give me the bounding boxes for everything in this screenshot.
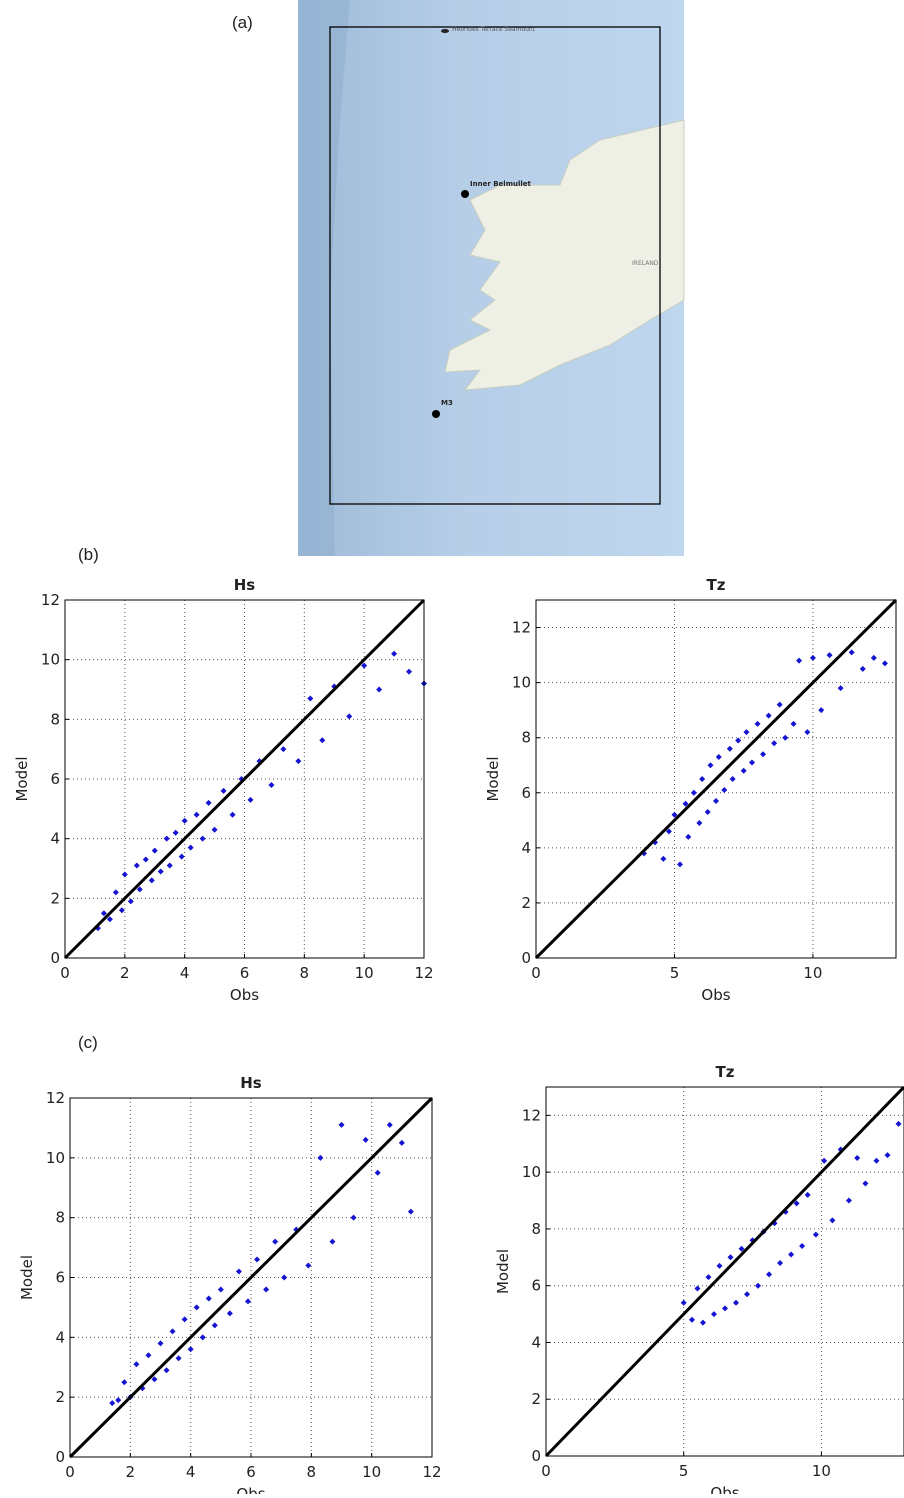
y-tick-label: 2 — [55, 1388, 65, 1406]
x-tick-label: 10 — [803, 964, 822, 982]
seamount — [441, 29, 449, 33]
map-label: Hebrides Terrace Seamount — [452, 26, 536, 33]
y-tick-label: 10 — [522, 1163, 541, 1181]
y-axis-label: Model — [13, 756, 31, 801]
chart-title: Tz — [716, 1063, 735, 1081]
station-label: Inner Belmullet — [470, 180, 532, 188]
y-tick-label: 4 — [55, 1328, 65, 1346]
station — [461, 190, 469, 198]
x-tick-label: 10 — [355, 964, 374, 982]
y-axis-label: Model — [494, 1249, 512, 1294]
y-axis-label: Model — [18, 1255, 36, 1300]
y-tick-label: 8 — [531, 1220, 541, 1238]
x-tick-label: 8 — [307, 1463, 317, 1481]
y-tick-label: 12 — [46, 1089, 65, 1107]
y-tick-label: 10 — [46, 1149, 65, 1167]
y-axis-label: Model — [484, 756, 502, 801]
x-tick-label: 4 — [186, 1463, 196, 1481]
x-tick-label: 5 — [679, 1462, 689, 1480]
y-tick-label: 0 — [55, 1448, 65, 1466]
map: Hebrides Terrace Seamount IRELAND Inner … — [298, 0, 684, 556]
chart: 0 2 4 6 8 10 12 0 2 4 6 8 10 12 Hs Obs Model — [13, 576, 434, 1004]
figure: (a) (b) (c) Hebrides Terrace Seamount IR… — [0, 0, 904, 1494]
y-tick-label: 4 — [50, 830, 60, 848]
x-tick-label: 8 — [300, 964, 310, 982]
chart: 0 5 10 0 2 4 6 8 10 12 Tz Obs Model — [484, 576, 896, 1004]
map-label: IRELAND — [632, 260, 659, 267]
x-axis-label: Obs — [230, 986, 259, 1004]
panel-label: (a) — [232, 13, 253, 32]
y-tick-label: 0 — [531, 1447, 541, 1465]
chart-title: Tz — [707, 576, 726, 594]
y-tick-label: 8 — [521, 729, 531, 747]
x-axis-label: Obs — [710, 1484, 739, 1494]
y-tick-label: 6 — [521, 784, 531, 802]
y-tick-label: 6 — [50, 770, 60, 788]
x-tick-label: 10 — [812, 1462, 831, 1480]
x-tick-label: 12 — [422, 1463, 441, 1481]
y-tick-label: 4 — [521, 839, 531, 857]
y-tick-label: 6 — [55, 1269, 65, 1287]
y-tick-label: 2 — [521, 894, 531, 912]
chart-title: Hs — [240, 1074, 262, 1092]
y-tick-label: 4 — [531, 1333, 541, 1351]
y-tick-label: 0 — [50, 949, 60, 967]
x-tick-label: 5 — [670, 964, 680, 982]
y-tick-label: 12 — [41, 591, 60, 609]
y-tick-label: 12 — [522, 1106, 541, 1124]
x-tick-label: 0 — [60, 964, 70, 982]
panel-label: (c) — [78, 1033, 98, 1052]
y-tick-label: 2 — [531, 1390, 541, 1408]
x-tick-label: 6 — [240, 964, 250, 982]
chart: 0 2 4 6 8 10 12 0 2 4 6 8 10 12 Hs Obs Model — [18, 1074, 442, 1494]
y-tick-label: 2 — [50, 889, 60, 907]
x-axis-label: Obs — [701, 986, 730, 1004]
station — [432, 410, 440, 418]
y-tick-label: 6 — [531, 1277, 541, 1295]
y-tick-label: 0 — [521, 949, 531, 967]
y-tick-label: 12 — [512, 619, 531, 637]
y-tick-label: 10 — [512, 674, 531, 692]
y-tick-label: 8 — [55, 1209, 65, 1227]
x-tick-label: 0 — [65, 1463, 75, 1481]
x-axis-label: Obs — [236, 1485, 265, 1494]
x-tick-label: 12 — [414, 964, 433, 982]
panel-label: (b) — [78, 545, 99, 564]
x-tick-label: 2 — [120, 964, 130, 982]
x-tick-label: 10 — [362, 1463, 381, 1481]
x-tick-label: 2 — [126, 1463, 136, 1481]
station-label: M3 — [441, 399, 453, 407]
page: (a) (b) (c) Hebrides Terrace Seamount IR… — [0, 0, 904, 1498]
x-tick-label: 4 — [180, 964, 190, 982]
x-tick-label: 6 — [246, 1463, 256, 1481]
chart: 0 5 10 0 2 4 6 8 10 12 Tz Obs Model — [494, 1063, 904, 1494]
x-tick-label: 0 — [531, 964, 541, 982]
y-tick-label: 8 — [50, 710, 60, 728]
chart-title: Hs — [234, 576, 256, 594]
y-tick-label: 10 — [41, 651, 60, 669]
x-tick-label: 0 — [541, 1462, 551, 1480]
